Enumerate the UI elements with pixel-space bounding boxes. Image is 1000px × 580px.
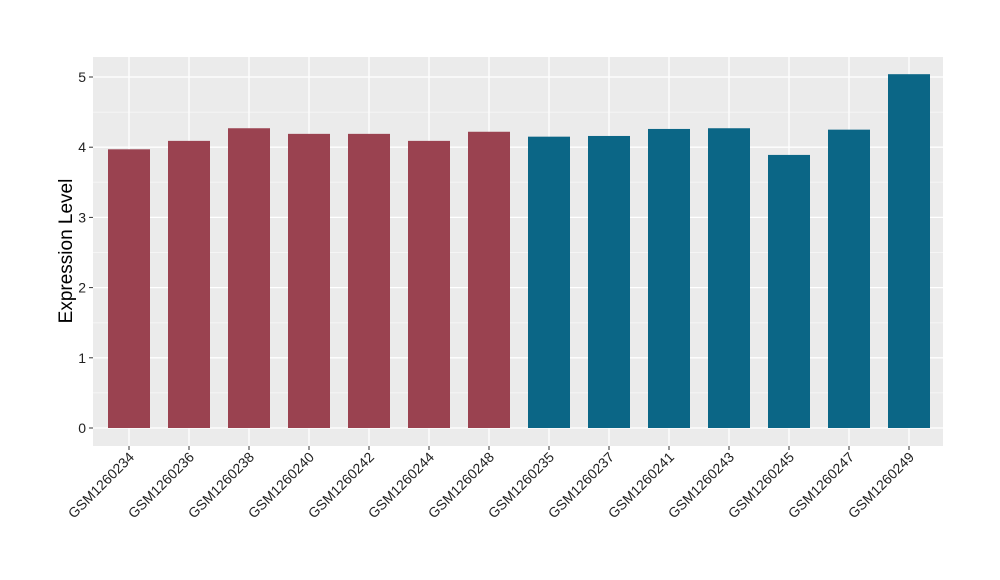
y-tick-label: 0	[78, 420, 86, 436]
bar	[528, 136, 570, 429]
y-tick-label: 3	[78, 209, 86, 225]
bar	[468, 131, 510, 429]
bar	[648, 128, 690, 428]
bar	[768, 154, 810, 428]
bar	[588, 135, 630, 428]
y-tick-label: 1	[78, 350, 86, 366]
bar	[228, 128, 270, 428]
bar	[828, 129, 870, 428]
plot-panel	[93, 57, 943, 446]
bar	[708, 128, 750, 428]
y-tick-label: 2	[78, 280, 86, 296]
bar	[348, 133, 390, 428]
bar	[888, 74, 930, 428]
bar	[408, 140, 450, 428]
y-axis-label: Expression Level	[56, 179, 77, 324]
bar	[108, 149, 150, 428]
bar	[288, 133, 330, 428]
y-tick-label: 4	[78, 139, 86, 155]
bar	[168, 140, 210, 428]
y-tick-label: 5	[78, 69, 86, 85]
